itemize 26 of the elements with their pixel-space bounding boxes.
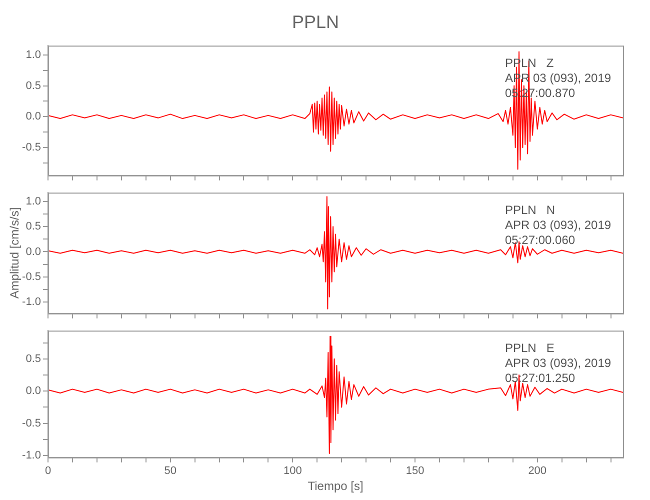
y-tick-label: -0.5 — [22, 417, 41, 430]
annotation: APR 03 (093), 2019 — [505, 218, 612, 232]
y-tick-label: -0.5 — [22, 270, 41, 283]
y-tick-label: 0.5 — [26, 220, 41, 233]
annotation: PPLN N — [505, 202, 556, 217]
y-tick-label: 1.0 — [26, 196, 41, 208]
y-tick-label: 0.0 — [26, 110, 41, 123]
y-tick-label: 1.0 — [26, 48, 41, 61]
annotation: 05:27:00.060 — [505, 232, 576, 247]
chart-title: PPLN — [292, 12, 340, 32]
x-tick-label: 50 — [164, 465, 176, 478]
x-tick-label: 150 — [406, 465, 424, 478]
annotation: APR 03 (093), 2019 — [505, 356, 612, 370]
y-tick-label: -1.0 — [22, 450, 41, 462]
y-axis-title: Amplitud [cm/s/s] — [8, 207, 22, 299]
annotation: PPLN E — [505, 340, 554, 355]
x-axis-title: Tiempo [s] — [308, 479, 364, 494]
x-tick-label: 0 — [44, 465, 52, 478]
y-tick-label: -1.0 — [22, 296, 41, 308]
x-tick-label: 200 — [528, 465, 547, 478]
y-tick-label: 0.5 — [26, 352, 41, 365]
x-tick-label: 100 — [284, 465, 302, 478]
y-tick-label: -0.5 — [22, 142, 41, 154]
y-tick-label: 0.0 — [26, 246, 41, 258]
y-tick-label: 0.5 — [26, 80, 41, 92]
y-tick-label: 0.0 — [26, 385, 41, 398]
